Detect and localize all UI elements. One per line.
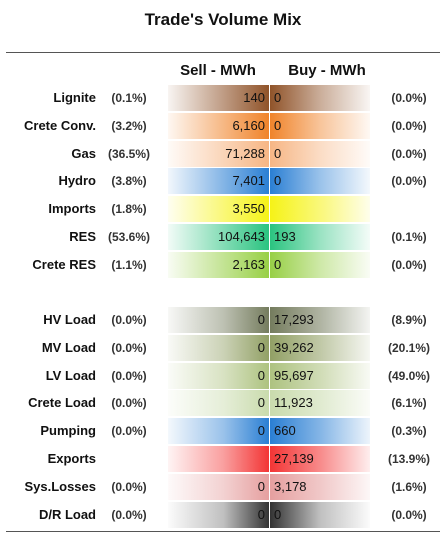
table-row: Imports (1.8%) 3,550 bbox=[0, 196, 446, 223]
row-label: Imports bbox=[48, 201, 96, 217]
buy-column-header: Buy - MWh bbox=[288, 62, 366, 79]
sell-value-cell: 0 bbox=[168, 334, 269, 361]
sell-share: (0.0%) bbox=[111, 368, 147, 383]
buy-share: (0.3%) bbox=[391, 424, 427, 439]
sell-value-cell: 6,160 bbox=[168, 112, 269, 139]
table-row: Crete Conv. (3.2%) 6,160 0 (0.0%) bbox=[0, 112, 446, 139]
buy-share: (49.0%) bbox=[387, 368, 431, 383]
buy-share: (0.0%) bbox=[391, 174, 427, 189]
sell-share: (0.1%) bbox=[111, 91, 147, 105]
row-label: Hydro bbox=[58, 173, 96, 189]
buy-share: (0.0%) bbox=[391, 507, 427, 522]
sell-value-cell: 0 bbox=[168, 307, 269, 333]
sell-share: (0.0%) bbox=[111, 479, 147, 494]
buy-value-cell: 95,697 bbox=[270, 362, 370, 389]
buy-value-cell: 0 bbox=[270, 85, 370, 111]
buy-value-cell: 17,293 bbox=[270, 307, 370, 333]
sell-value-cell: 2,163 bbox=[168, 251, 269, 278]
buy-share: (13.9%) bbox=[387, 452, 431, 466]
buy-value-cell: 39,262 bbox=[270, 334, 370, 361]
buy-share: (6.1%) bbox=[391, 396, 427, 411]
buy-value-cell: 660 bbox=[270, 418, 370, 445]
sell-value-cell: 7,401 bbox=[168, 168, 269, 195]
sell-share: (1.1%) bbox=[111, 257, 147, 272]
sell-share: (0.0%) bbox=[111, 313, 147, 327]
table-row: Gas (36.5%) 71,288 0 (0.0%) bbox=[0, 140, 446, 167]
row-label: Sys.Losses bbox=[24, 478, 96, 494]
sell-value-cell: 0 bbox=[168, 473, 269, 500]
buy-value-cell: 0 bbox=[270, 251, 370, 278]
sell-value-cell: 104,643 bbox=[168, 224, 269, 250]
sell-share: (0.0%) bbox=[111, 507, 147, 522]
sell-value-cell: 0 bbox=[168, 362, 269, 389]
table-row: Pumping (0.0%) 0 660 (0.3%) bbox=[0, 418, 446, 445]
buy-share: (0.0%) bbox=[391, 118, 427, 133]
buy-share: (8.9%) bbox=[391, 313, 427, 327]
buy-share: (0.0%) bbox=[391, 91, 427, 105]
row-label: Exports bbox=[47, 451, 96, 466]
chart-title: Trade's Volume Mix bbox=[144, 10, 302, 29]
sell-share: (0.0%) bbox=[111, 424, 147, 439]
buy-share: (0.1%) bbox=[391, 230, 427, 244]
table-row: D/R Load (0.0%) 0 0 (0.0%) bbox=[0, 501, 446, 528]
bottom-divider bbox=[6, 531, 440, 532]
row-label: Crete Conv. bbox=[24, 117, 96, 133]
sell-share: (1.8%) bbox=[111, 202, 147, 217]
table-row: Hydro (3.8%) 7,401 0 (0.0%) bbox=[0, 168, 446, 195]
sell-share: (3.2%) bbox=[111, 118, 147, 133]
sell-share: (0.0%) bbox=[111, 340, 147, 355]
sell-share: (0.0%) bbox=[111, 396, 147, 411]
table-row: Crete RES (1.1%) 2,163 0 (0.0%) bbox=[0, 251, 446, 278]
table-row: MV Load (0.0%) 0 39,262 (20.1%) bbox=[0, 334, 446, 361]
sell-column-header: Sell - MWh bbox=[180, 62, 256, 79]
buy-share: (0.0%) bbox=[391, 146, 427, 161]
buy-value-cell: 27,139 bbox=[270, 446, 370, 472]
sell-share: (36.5%) bbox=[107, 146, 151, 161]
table-row: Exports 27,139 (13.9%) bbox=[0, 446, 446, 472]
sell-share: (3.8%) bbox=[111, 174, 147, 189]
buy-value-cell: 0 bbox=[270, 112, 370, 139]
table-row: Crete Load (0.0%) 0 11,923 (6.1%) bbox=[0, 390, 446, 417]
row-label: Crete Load bbox=[28, 395, 96, 411]
buy-value-cell: 0 bbox=[270, 501, 370, 528]
sell-value-cell: 0 bbox=[168, 390, 269, 417]
buy-value-cell: 0 bbox=[270, 140, 370, 167]
row-label: Pumping bbox=[40, 423, 96, 439]
buy-share: (20.1%) bbox=[387, 340, 431, 355]
sell-value-cell: 0 bbox=[168, 501, 269, 528]
sell-value-cell bbox=[168, 446, 269, 472]
sell-value-cell: 140 bbox=[168, 85, 269, 111]
buy-value-cell: 11,923 bbox=[270, 390, 370, 417]
table-row: LV Load (0.0%) 0 95,697 (49.0%) bbox=[0, 362, 446, 389]
sell-value-cell: 0 bbox=[168, 418, 269, 445]
buy-value-cell: 0 bbox=[270, 168, 370, 195]
row-label: Lignite bbox=[53, 90, 96, 105]
sell-value-cell: 71,288 bbox=[168, 140, 269, 167]
table-row: HV Load (0.0%) 0 17,293 (8.9%) bbox=[0, 307, 446, 333]
title-divider bbox=[6, 52, 440, 53]
row-label: Gas bbox=[71, 145, 96, 161]
row-label: Crete RES bbox=[32, 256, 96, 272]
row-label: D/R Load bbox=[38, 506, 96, 522]
sell-share: (53.6%) bbox=[107, 230, 151, 244]
buy-share: (0.0%) bbox=[391, 257, 427, 272]
table-row: Sys.Losses (0.0%) 0 3,178 (1.6%) bbox=[0, 473, 446, 500]
table-row: Lignite (0.1%) 140 0 (0.0%) bbox=[0, 85, 446, 111]
row-label: HV Load bbox=[43, 312, 96, 327]
sell-value-cell: 3,550 bbox=[168, 196, 269, 223]
buy-value-cell bbox=[270, 196, 370, 223]
table-row: RES (53.6%) 104,643 193 (0.1%) bbox=[0, 224, 446, 250]
buy-share: (1.6%) bbox=[391, 479, 427, 494]
row-label: RES bbox=[69, 229, 96, 244]
buy-value-cell: 3,178 bbox=[270, 473, 370, 500]
row-label: LV Load bbox=[45, 367, 96, 383]
row-label: MV Load bbox=[41, 339, 96, 355]
buy-value-cell: 193 bbox=[270, 224, 370, 250]
